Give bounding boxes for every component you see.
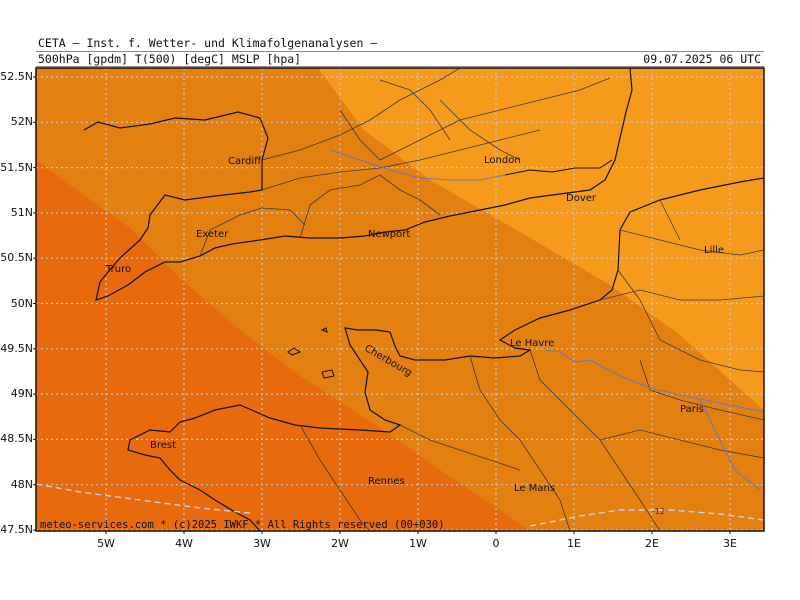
lon-label: 4W: [175, 537, 193, 550]
city-cardiff: Cardiff: [228, 156, 262, 167]
header-datetime: 09.07.2025 06 UTC: [643, 52, 761, 66]
lat-label: 49N: [10, 387, 33, 401]
city-exeter: Exeter: [196, 229, 229, 240]
lon-label: 5W: [97, 537, 115, 550]
lat-label: 52N: [10, 115, 33, 129]
header-divider: [36, 51, 764, 52]
lon-label: 3E: [723, 537, 737, 550]
isotherm-line-east: [529, 509, 764, 527]
lat-label: 50.5N: [0, 251, 33, 265]
copyright-footer: meteo-services.com * (c)2025 IWKF * All …: [40, 519, 445, 531]
city-le-mans: Le Mans: [514, 483, 555, 494]
header-divider-bottom: [36, 66, 764, 67]
lat-label: 48N: [10, 477, 33, 491]
coastline-britain: [83, 68, 633, 301]
city-london: London: [484, 155, 521, 166]
lat-label: 50N: [10, 296, 33, 310]
coastline-thames: [504, 159, 613, 176]
lat-label: 51.5N: [0, 160, 33, 174]
island-alderney: [320, 327, 328, 333]
city-le-havre: Le Havre: [510, 338, 554, 349]
axis-ticks: [33, 76, 731, 534]
lat-label: 49.5N: [0, 341, 33, 355]
lon-label: 2E: [645, 537, 659, 550]
lon-label: 3W: [253, 537, 271, 550]
city-dover: Dover: [566, 193, 597, 204]
lat-label: 47.5N: [0, 523, 33, 536]
island-jersey: [287, 347, 302, 356]
temp-band-cold: [36, 160, 530, 531]
isotherm-line: [36, 483, 251, 514]
lon-label: 1E: [567, 537, 581, 550]
city-paris: Paris: [680, 404, 704, 415]
lon-label: 1W: [409, 537, 427, 550]
map-frame: [35, 67, 765, 532]
city-brest: Brest: [150, 440, 176, 451]
city-truro: Truro: [105, 264, 131, 275]
header-fields: 500hPa [gpdm] T(500) [degC] MSLP [hpa]: [38, 52, 302, 66]
city-lille: Lille: [704, 245, 724, 256]
header-title: CETA – Inst. f. Wetter- und Klimafolgena…: [38, 36, 378, 50]
rivers: [329, 149, 764, 531]
grid-lines: [36, 68, 764, 531]
city-rennes: Rennes: [368, 476, 405, 487]
lat-label: 52.5N: [0, 70, 33, 83]
admin-borders: [199, 68, 764, 531]
city-labels: Cardiff London Dover Exeter Newport Trur…: [105, 155, 724, 494]
lat-label: 48.5N: [0, 432, 33, 446]
lon-label: 2W: [331, 537, 349, 550]
city-newport: Newport: [368, 229, 410, 240]
coastline-france: [127, 177, 764, 531]
island-guernsey: [321, 369, 335, 379]
lat-label: 51N: [10, 205, 33, 219]
isotherm-label: -12: [652, 507, 665, 516]
lon-label: 0: [492, 537, 500, 550]
